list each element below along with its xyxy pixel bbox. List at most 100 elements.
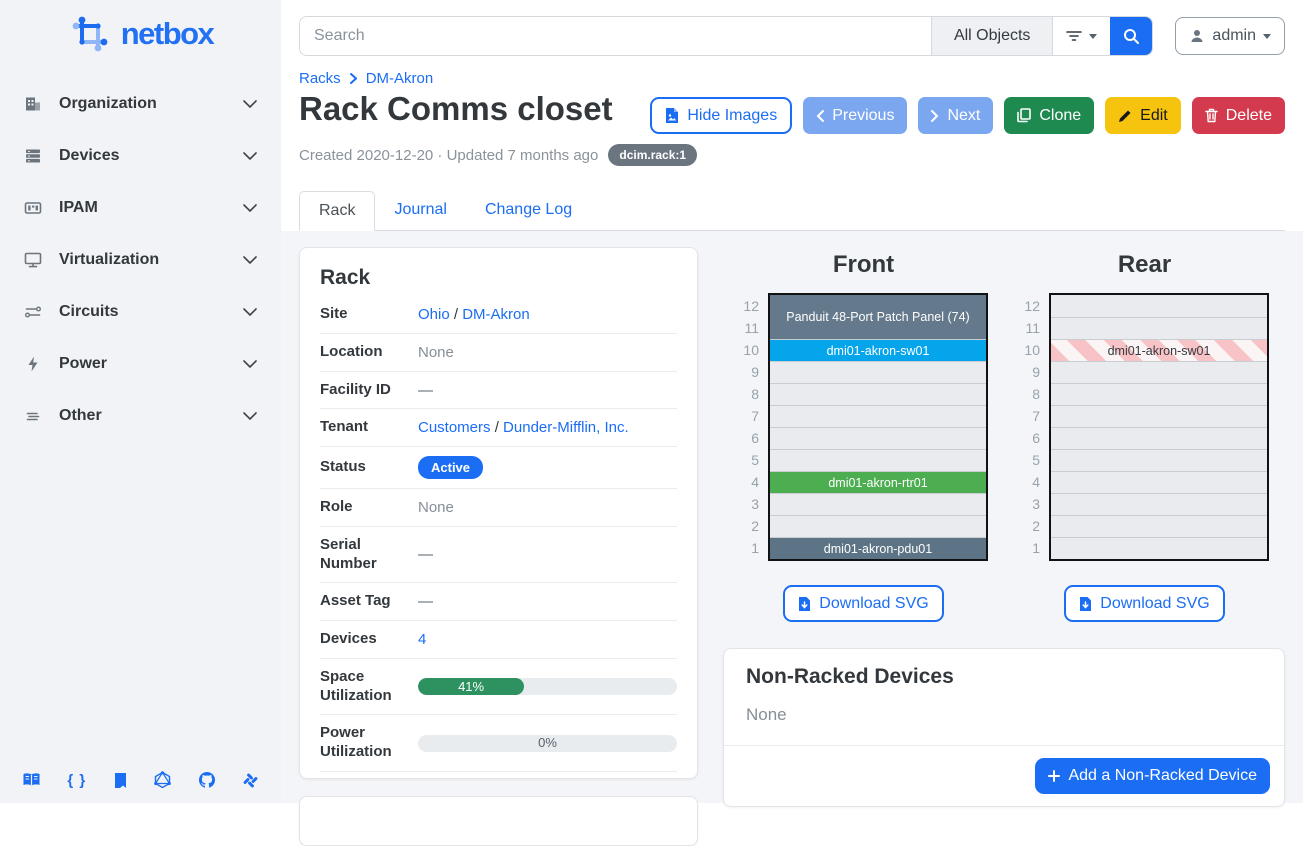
search-scope-selector[interactable]: All Objects (930, 17, 1053, 55)
rack-empty-unit[interactable] (1051, 515, 1267, 538)
created-updated-text: Created 2020-12-20 · Updated 7 months ag… (299, 146, 599, 164)
rack-device[interactable]: dmi01-akron-sw01 (770, 339, 986, 362)
transfer-icon (24, 303, 42, 321)
row-label: Space Utilization (320, 658, 418, 716)
search-input[interactable] (300, 17, 931, 55)
title-row: Rack Comms closet Hide Images Previous (299, 90, 1285, 135)
rack-empty-unit[interactable] (770, 405, 986, 428)
search-filter-dropdown[interactable] (1052, 17, 1111, 55)
breadcrumb: Racks DM-Akron (299, 70, 1285, 87)
rack-device[interactable]: dmi01-akron-sw01 (1051, 339, 1267, 362)
sidebar-item-label: IPAM (59, 199, 98, 216)
unit-label: 7 (1032, 408, 1040, 425)
table-row: Tenant Customers / Dunder-Mifflin, Inc. (320, 408, 677, 448)
rack-empty-unit[interactable] (1051, 295, 1267, 318)
user-menu-button[interactable]: admin (1175, 17, 1285, 55)
facility-id-value: — (418, 381, 433, 399)
tab-rack[interactable]: Rack (299, 191, 376, 232)
elevations-row: Front 12 11 10 9 8 7 6 5 4 3 2 1 Panduit 48-Port Pa… (723, 247, 1285, 623)
sidebar-item-other[interactable]: Other (20, 390, 261, 442)
rack-device[interactable]: dmi01-akron-pdu01 (770, 537, 986, 560)
tab-content: Rack Site Ohio / DM-Akron Location (281, 231, 1303, 846)
table-row: Asset Tag — (320, 582, 677, 622)
unit-label: 10 (1024, 342, 1040, 359)
breadcrumb-site[interactable]: DM-Akron (365, 70, 434, 87)
rack-empty-unit[interactable] (1051, 537, 1267, 560)
page-header: All Objects (281, 0, 1303, 232)
row-label: Asset Tag (320, 582, 418, 622)
docs-book-icon[interactable] (22, 772, 41, 788)
next-panel-stub (299, 795, 698, 846)
rack-empty-unit[interactable] (770, 361, 986, 384)
tab-change-log[interactable]: Change Log (484, 201, 573, 219)
unit-label: 12 (1024, 298, 1040, 315)
rack-empty-unit[interactable] (770, 449, 986, 472)
previous-button[interactable]: Previous (803, 97, 908, 135)
topbar: All Objects (299, 16, 1285, 56)
search-submit-button[interactable] (1110, 17, 1153, 55)
rack-empty-unit[interactable] (1051, 405, 1267, 428)
sidebar-item-devices[interactable]: Devices (20, 130, 261, 182)
table-row: Power Utilization 0% (320, 714, 677, 772)
api-docs-book-icon[interactable] (113, 772, 128, 789)
sidebar-item-power[interactable]: Power (20, 338, 261, 390)
unit-label: 7 (751, 408, 759, 425)
rack-empty-unit[interactable] (770, 515, 986, 538)
breadcrumb-racks[interactable]: Racks (299, 70, 341, 87)
table-row: Status Active (320, 446, 677, 490)
device-count-link[interactable]: 4 (418, 631, 427, 649)
sidebar-item-circuits[interactable]: Circuits (20, 286, 261, 338)
add-non-racked-device-label: Add a Non-Racked Device (1068, 767, 1257, 785)
unit-label: 8 (751, 386, 759, 403)
rack-empty-unit[interactable] (770, 427, 986, 450)
main-area: All Objects (281, 0, 1303, 846)
tab-journal[interactable]: Journal (394, 201, 447, 219)
unit-label: 2 (751, 518, 759, 535)
rack-empty-unit[interactable] (1051, 361, 1267, 384)
rack-empty-unit[interactable] (1051, 383, 1267, 406)
rack-empty-unit[interactable] (1051, 493, 1267, 516)
page-title: Rack Comms closet (299, 90, 613, 127)
rack-empty-unit[interactable] (1051, 449, 1267, 472)
next-button[interactable]: Next (918, 97, 994, 135)
rack-device[interactable]: dmi01-akron-rtr01 (770, 471, 986, 494)
sidebar-item-ipam[interactable]: IPAM (20, 182, 261, 234)
sidebar-item-label: Other (59, 407, 102, 424)
rack-empty-unit[interactable] (1051, 427, 1267, 450)
edit-button[interactable]: Edit (1105, 97, 1181, 135)
sidebar-item-virtualization[interactable]: Virtualization (20, 234, 261, 286)
rack-empty-unit[interactable] (1051, 471, 1267, 494)
location-value: None (418, 343, 454, 361)
unit-label: 4 (751, 474, 759, 491)
unit-label: 9 (1032, 364, 1040, 381)
netbox-logo[interactable]: netbox (0, 0, 281, 70)
rest-api-braces-icon[interactable]: { } (67, 771, 87, 789)
site-region-link[interactable]: Ohio (418, 306, 450, 324)
building-icon (24, 95, 42, 113)
rack-empty-unit[interactable] (770, 383, 986, 406)
rack-empty-unit[interactable] (770, 493, 986, 516)
add-non-racked-device-button[interactable]: Add a Non-Racked Device (1035, 758, 1270, 794)
rack-empty-unit[interactable] (1051, 317, 1267, 340)
clone-button[interactable]: Clone (1004, 97, 1095, 135)
delete-button[interactable]: Delete (1191, 97, 1285, 135)
file-download-icon (1079, 596, 1092, 612)
slack-icon[interactable] (242, 772, 259, 789)
rack-device[interactable]: Panduit 48-Port Patch Panel (74) (770, 295, 986, 340)
chevron-down-icon (243, 203, 257, 213)
chevron-down-icon (243, 359, 257, 369)
download-svg-front-button[interactable]: Download SVG (783, 585, 944, 623)
asset-tag-value: — (418, 593, 433, 611)
netbox-logo-text: netbox (120, 16, 215, 51)
hide-images-button[interactable]: Hide Images (650, 97, 793, 135)
tenant-link[interactable]: Dunder-Mifflin, Inc. (503, 419, 629, 437)
unit-label: 11 (1025, 320, 1040, 337)
github-icon[interactable] (198, 771, 216, 789)
status-badge: Active (418, 456, 484, 480)
unit-labels: 12 11 10 9 8 7 6 5 4 3 2 1 (1020, 293, 1040, 561)
site-link[interactable]: DM-Akron (462, 306, 530, 324)
graphql-icon[interactable] (154, 771, 171, 789)
download-svg-rear-button[interactable]: Download SVG (1064, 585, 1225, 623)
tenant-group-link[interactable]: Customers (418, 419, 491, 437)
sidebar-item-organization[interactable]: Organization (20, 78, 261, 130)
